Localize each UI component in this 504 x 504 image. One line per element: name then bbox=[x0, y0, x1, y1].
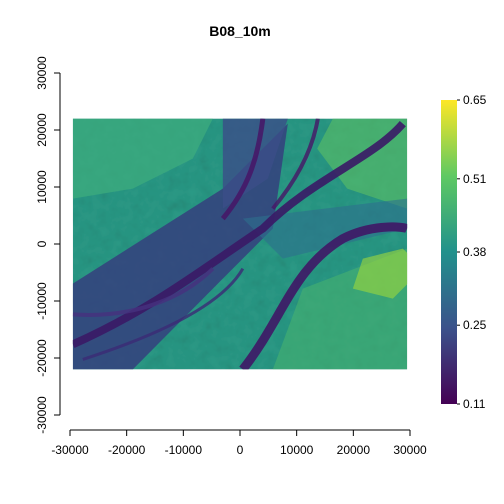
chart-title: B08_10m bbox=[209, 23, 271, 39]
x-tick-label: 20000 bbox=[337, 443, 371, 457]
colorbar-legend: 0.65 0.51 0.38 0.25 0.11 bbox=[441, 93, 487, 411]
legend-tick-label: 0.11 bbox=[463, 397, 486, 411]
y-tick-label: -20000 bbox=[35, 339, 49, 377]
colorbar bbox=[441, 100, 457, 404]
x-tick-label: -20000 bbox=[108, 443, 146, 457]
x-tick-label: -30000 bbox=[51, 443, 89, 457]
y-tick-label: -30000 bbox=[35, 396, 49, 434]
raster-image bbox=[73, 119, 423, 370]
y-tick-label: 0 bbox=[35, 240, 49, 247]
x-axis: -30000 -20000 -10000 0 10000 20000 30000 bbox=[51, 430, 427, 457]
y-tick-label: 10000 bbox=[35, 170, 49, 204]
legend-tick-label: 0.25 bbox=[463, 318, 487, 332]
y-axis: -30000 -20000 -10000 0 10000 20000 30000 bbox=[35, 56, 60, 434]
y-tick-label: -10000 bbox=[35, 282, 49, 320]
legend-tick-label: 0.51 bbox=[463, 172, 487, 186]
x-tick-label: -10000 bbox=[165, 443, 203, 457]
legend-tick-label: 0.65 bbox=[463, 93, 487, 107]
x-tick-label: 10000 bbox=[280, 443, 314, 457]
y-tick-label: 20000 bbox=[35, 113, 49, 147]
legend-tick-label: 0.38 bbox=[463, 245, 487, 259]
x-tick-label: 0 bbox=[237, 443, 244, 457]
y-tick-label: 30000 bbox=[35, 56, 49, 90]
x-tick-label: 30000 bbox=[393, 443, 427, 457]
